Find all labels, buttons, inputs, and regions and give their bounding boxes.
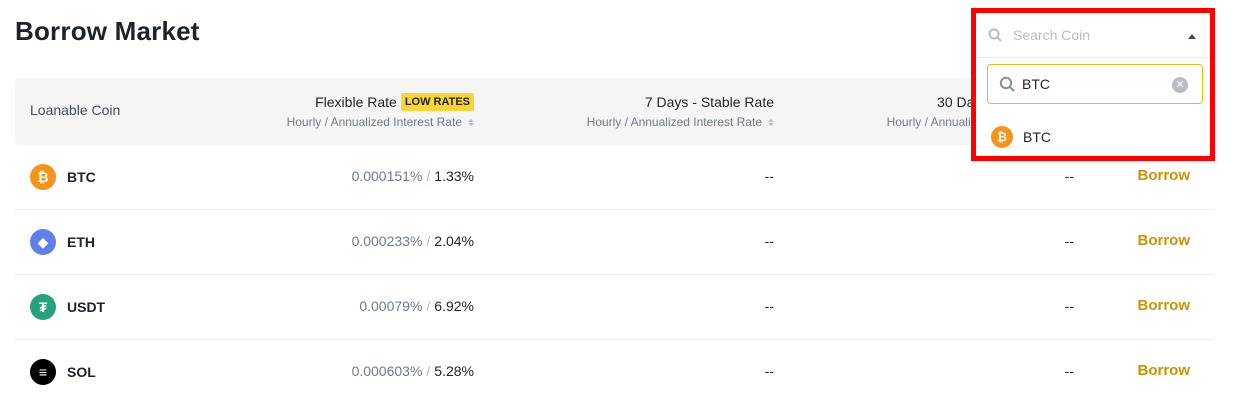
search-placeholder: Search Coin	[1013, 27, 1091, 43]
search-coin-select[interactable]: Search Coin	[976, 13, 1210, 58]
coin-search-dropdown: Search Coin ✕ ₿ BTC	[971, 8, 1215, 161]
coin-symbol: ETH	[67, 234, 95, 250]
coin-symbol: BTC	[67, 169, 96, 185]
stable-7-rate: --	[764, 298, 774, 314]
stable-7-rate: --	[764, 233, 774, 249]
search-result-btc[interactable]: ₿ BTC	[976, 122, 1210, 152]
annual-rate: 6.92%	[434, 298, 474, 314]
coin-cell: ◆ ETH	[30, 229, 95, 255]
hourly-rate: 0.000233%	[351, 233, 423, 249]
table-row: ≡ SOL 0.000603%/5.28% -- -- Borrow	[15, 340, 1214, 400]
table-row: ₿ BTC 0.000151%/1.33% -- -- Borrow	[15, 145, 1214, 210]
rate-separator: /	[426, 363, 431, 379]
flexible-rate-title: Flexible Rate	[315, 94, 397, 110]
borrow-button[interactable]: Borrow	[1137, 297, 1191, 314]
flexible-rate-cell: 0.00079%/6.92%	[359, 298, 474, 314]
stable-7-title: 7 Days - Stable Rate	[644, 94, 774, 110]
search-input-wrapper: ✕	[987, 64, 1203, 104]
btc-icon: ₿	[991, 126, 1013, 148]
flexible-rate-cell: 0.000603%/5.28%	[352, 363, 474, 379]
stable-30-rate: --	[1064, 233, 1074, 249]
coin-symbol: USDT	[67, 299, 106, 315]
coin-cell: ₮ USDT	[30, 294, 105, 320]
coin-cell: ₿ BTC	[30, 164, 96, 190]
column-header-coin: Loanable Coin	[30, 102, 121, 118]
hourly-rate: 0.000603%	[351, 363, 423, 379]
sol-icon: ≡	[30, 359, 56, 385]
eth-icon: ◆	[30, 229, 56, 255]
annual-rate: 2.04%	[434, 233, 474, 249]
flexible-rate-cell: 0.000151%/1.33%	[352, 168, 474, 184]
table-row: ◆ ETH 0.000233%/2.04% -- -- Borrow	[15, 210, 1214, 275]
low-rates-badge: LOW RATES	[400, 93, 474, 111]
sort-icon[interactable]	[768, 118, 774, 126]
btc-icon: ₿	[30, 164, 56, 190]
hourly-rate: 0.000151%	[351, 168, 423, 184]
clear-icon[interactable]: ✕	[1172, 77, 1188, 93]
table-row: ₮ USDT 0.00079%/6.92% -- -- Borrow	[15, 275, 1214, 340]
flexible-rate-subtitle: Hourly / Annualized Interest Rate	[286, 115, 462, 129]
borrow-button[interactable]: Borrow	[1137, 362, 1191, 379]
rate-separator: /	[426, 233, 431, 249]
column-header-flexible[interactable]: Flexible Rate LOW RATES Hourly / Annualiz…	[287, 92, 474, 129]
search-icon	[999, 76, 1015, 97]
stable-30-rate: --	[1064, 363, 1074, 379]
usdt-icon: ₮	[30, 294, 56, 320]
stable-7-rate: --	[764, 363, 774, 379]
rate-separator: /	[426, 168, 431, 184]
search-input[interactable]	[1022, 73, 1162, 95]
search-icon	[988, 28, 1002, 47]
page-title: Borrow Market	[15, 16, 200, 46]
annual-rate: 1.33%	[434, 168, 474, 184]
borrow-button[interactable]: Borrow	[1137, 232, 1191, 249]
column-header-7-days[interactable]: 7 Days - Stable Rate Hourly / Annualized…	[587, 92, 774, 129]
sort-icon[interactable]	[468, 118, 474, 126]
stable-7-subtitle: Hourly / Annualized Interest Rate	[586, 115, 762, 129]
search-result-label: BTC	[1023, 129, 1051, 145]
stable-30-rate: --	[1064, 168, 1074, 184]
flexible-rate-cell: 0.000233%/2.04%	[352, 233, 474, 249]
stable-30-rate: --	[1064, 298, 1074, 314]
coin-cell: ≡ SOL	[30, 359, 96, 385]
annual-rate: 5.28%	[434, 363, 474, 379]
caret-up-icon[interactable]	[1188, 34, 1196, 39]
hourly-rate: 0.00079%	[359, 298, 423, 314]
rate-separator: /	[426, 298, 431, 314]
stable-7-rate: --	[764, 168, 774, 184]
coin-symbol: SOL	[67, 364, 96, 380]
borrow-button[interactable]: Borrow	[1137, 167, 1191, 184]
